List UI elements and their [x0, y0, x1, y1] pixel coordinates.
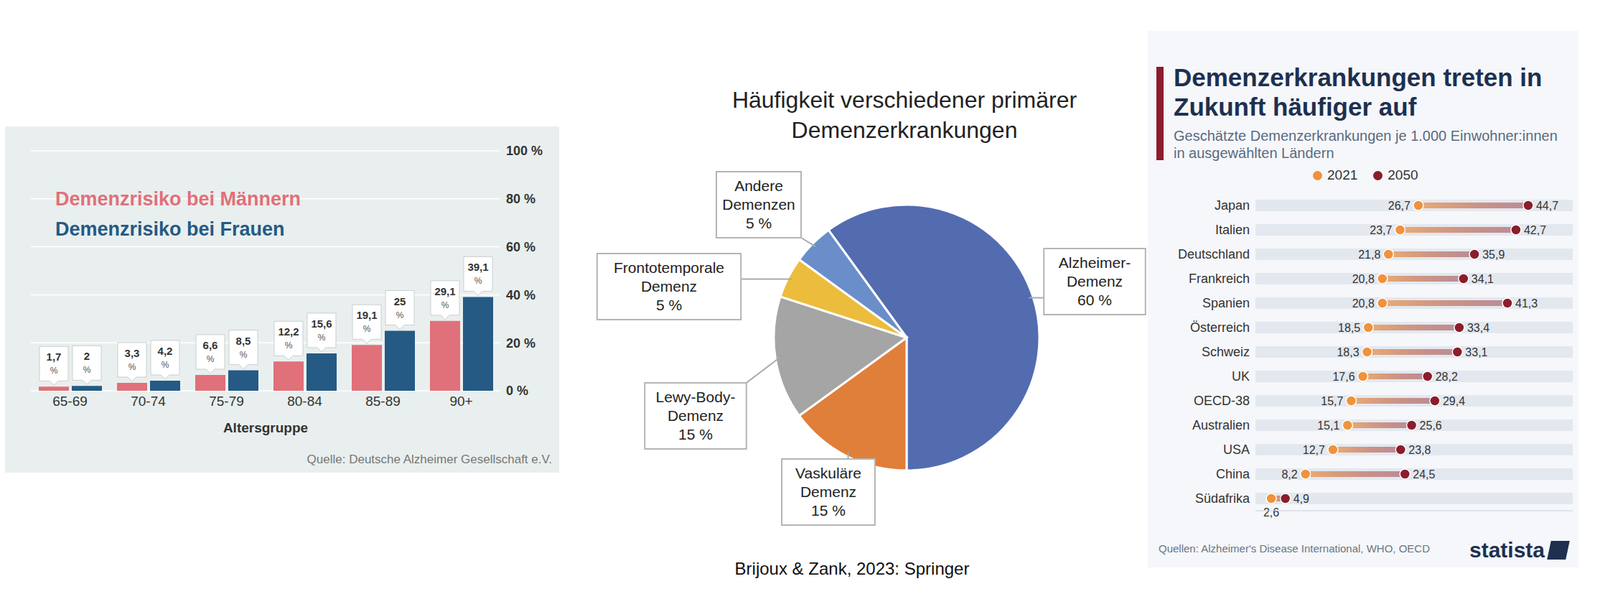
svg-text:%: %: [363, 323, 372, 334]
svg-text:4,2: 4,2: [157, 344, 173, 357]
svg-text:0 %: 0 %: [506, 383, 529, 398]
svg-text:Alzheimer-Demenz60 %: Alzheimer-Demenz60 %: [1058, 254, 1131, 308]
svg-text:%: %: [50, 365, 59, 376]
svg-text:18,5: 18,5: [1337, 321, 1361, 334]
svg-text:33,4: 33,4: [1467, 321, 1490, 334]
svg-text:6,6: 6,6: [203, 338, 219, 352]
svg-text:44,7: 44,7: [1536, 199, 1559, 212]
svg-text:Lewy-Body-Demenz15 %: Lewy-Body-Demenz15 %: [656, 388, 736, 443]
svg-text:8,2: 8,2: [1281, 468, 1298, 481]
html-text:Quellen: Alzheimer's Disease I: Quellen: Alzheimer's Disease Internation…: [1158, 541, 1430, 555]
svg-text:UK: UK: [1231, 368, 1250, 384]
svg-text:Österreich: Österreich: [1190, 320, 1250, 335]
svg-text:25: 25: [394, 295, 407, 308]
svg-text:80 %: 80 %: [506, 191, 536, 207]
svg-text:15,1: 15,1: [1317, 419, 1340, 432]
svg-text:8,5: 8,5: [236, 334, 252, 347]
svg-text:%: %: [396, 310, 405, 321]
svg-text:23,8: 23,8: [1408, 443, 1431, 456]
html-text:statista: statista: [1469, 537, 1545, 562]
html-text:Geschätzte Demenzerkrankungen: Geschätzte Demenzerkrankungen je 1.000 E…: [1173, 127, 1558, 161]
svg-text:%: %: [239, 349, 248, 360]
svg-text:17,6: 17,6: [1332, 370, 1355, 383]
svg-text:%: %: [441, 300, 450, 311]
svg-text:%: %: [128, 361, 137, 372]
svg-text:Altersgruppe: Altersgruppe: [223, 419, 308, 435]
html-text:2050: 2050: [1387, 167, 1419, 183]
svg-text:VaskuläreDemenz15 %: VaskuläreDemenz15 %: [795, 464, 862, 519]
svg-text:15,6: 15,6: [310, 317, 332, 330]
svg-text:Australien: Australien: [1192, 417, 1250, 433]
svg-text:90+: 90+: [449, 393, 473, 409]
svg-text:28,2: 28,2: [1435, 370, 1458, 383]
svg-text:%: %: [317, 332, 326, 343]
svg-text:AndereDemenzen5 %: AndereDemenzen5 %: [722, 177, 796, 232]
svg-text:%: %: [284, 340, 293, 351]
html-text:Demenzrisiko bei Männern: Demenzrisiko bei Männern: [55, 188, 301, 210]
svg-text:24,5: 24,5: [1412, 468, 1435, 481]
svg-text:2,6: 2,6: [1263, 506, 1280, 519]
svg-text:%: %: [161, 359, 170, 370]
svg-text:China: China: [1215, 466, 1251, 481]
svg-text:%: %: [206, 353, 215, 364]
html-text:Häufigkeit verschiedener primä: Häufigkeit verschiedener primärer Demenz…: [732, 86, 1077, 143]
svg-text:15,7: 15,7: [1320, 394, 1344, 407]
svg-text:25,6: 25,6: [1419, 419, 1443, 432]
svg-text:20,8: 20,8: [1352, 272, 1375, 285]
svg-text:39,1: 39,1: [467, 260, 489, 273]
svg-text:12,2: 12,2: [277, 325, 299, 338]
svg-text:Schweiz: Schweiz: [1201, 344, 1250, 359]
svg-text:20,8: 20,8: [1352, 297, 1375, 310]
svg-text:35,9: 35,9: [1482, 248, 1505, 261]
svg-text:Frankreich: Frankreich: [1188, 271, 1250, 286]
svg-text:80-84: 80-84: [287, 393, 323, 409]
svg-text:40 %: 40 %: [506, 287, 536, 303]
svg-text:20 %: 20 %: [506, 335, 536, 351]
svg-text:34,1: 34,1: [1471, 272, 1494, 285]
svg-text:29,4: 29,4: [1442, 394, 1466, 407]
svg-text:12,7: 12,7: [1302, 443, 1326, 456]
svg-text:21,8: 21,8: [1358, 248, 1381, 261]
svg-text:70-74: 70-74: [130, 393, 166, 409]
svg-text:41,3: 41,3: [1515, 297, 1538, 310]
svg-text:60 %: 60 %: [506, 239, 536, 255]
svg-text:1,7: 1,7: [46, 350, 62, 363]
svg-text:FrontotemporaleDemenz5 %: FrontotemporaleDemenz5 %: [613, 259, 725, 313]
svg-text:4,9: 4,9: [1293, 492, 1310, 505]
svg-text:26,7: 26,7: [1388, 199, 1411, 212]
svg-text:29,1: 29,1: [434, 284, 456, 298]
svg-text:Südafrika: Südafrika: [1195, 490, 1251, 506]
svg-text:65-69: 65-69: [52, 393, 88, 409]
html-text:Brijoux & Zank, 2023: Springer: Brijoux & Zank, 2023: Springer: [734, 558, 970, 578]
html-text:Demenzerkrankungen treten in Z: Demenzerkrankungen treten in Zukunft häu…: [1173, 63, 1543, 121]
svg-text:19,1: 19,1: [356, 308, 377, 321]
svg-text:%: %: [83, 364, 92, 375]
svg-text:USA: USA: [1223, 442, 1250, 457]
svg-text:75-79: 75-79: [208, 393, 245, 409]
html-text:2021: 2021: [1327, 167, 1358, 183]
svg-text:Deutschland: Deutschland: [1177, 246, 1250, 262]
svg-text:100 %: 100 %: [506, 143, 543, 158]
svg-text:23,7: 23,7: [1369, 223, 1392, 237]
svg-text:Japan: Japan: [1214, 198, 1250, 213]
html-text:Quelle: Deutsche Alzheimer Ges: Quelle: Deutsche Alzheimer Gesellschaft …: [306, 452, 552, 466]
svg-text:3,3: 3,3: [124, 346, 140, 359]
html-text:Demenzrisiko bei Frauen: Demenzrisiko bei Frauen: [55, 218, 285, 240]
svg-text:42,7: 42,7: [1523, 223, 1547, 237]
svg-text:2: 2: [83, 349, 90, 362]
svg-text:Italien: Italien: [1215, 222, 1250, 237]
svg-text:85-89: 85-89: [365, 393, 401, 409]
svg-text:OECD-38: OECD-38: [1193, 393, 1250, 408]
svg-text:18,3: 18,3: [1336, 345, 1359, 359]
svg-text:%: %: [474, 275, 483, 286]
svg-text:33,1: 33,1: [1465, 345, 1488, 359]
svg-text:Spanien: Spanien: [1202, 295, 1250, 311]
